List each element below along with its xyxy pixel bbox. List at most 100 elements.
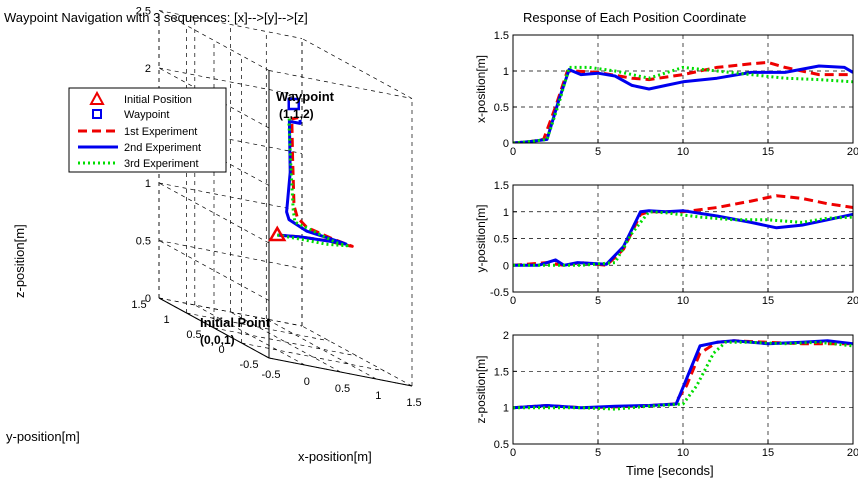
- y-tick-label: -0.5: [490, 287, 509, 299]
- series-line-2nd-experiment: [513, 64, 853, 143]
- x-position-plot: 0 5 10 15 20 0 0.5 1 1.5 x-position[m]: [474, 30, 858, 158]
- y-axis-line: [158, 297, 270, 359]
- x-tick-label: 0: [510, 146, 516, 158]
- series-line-3rd-experiment: [513, 340, 853, 411]
- square-marker-icon: [92, 109, 102, 119]
- grid-line: [301, 38, 413, 99]
- y-tick-label-3d: 1.5: [131, 299, 146, 311]
- x-axis-line: [268, 357, 413, 387]
- x-tick-label: 5: [595, 146, 601, 158]
- series-line-2nd-experiment: [513, 209, 853, 267]
- plot-frame: [512, 334, 854, 445]
- initial-annotation-title: Initial Point: [200, 315, 271, 330]
- z-position-plot: 0 5 10 15 20 0.5 1 1.5 2 z-position[m]: [474, 330, 858, 459]
- grid-line: [158, 10, 270, 71]
- trajectory-3rd-experiment: [277, 117, 349, 248]
- y-tick-label: 1: [503, 403, 509, 415]
- grid-line: [266, 318, 377, 380]
- y-axis-label-z: z-position[m]: [474, 355, 488, 423]
- x-tick-label: 15: [762, 146, 774, 158]
- series-line-1st-experiment: [513, 60, 853, 143]
- x-tick-label: 20: [847, 447, 858, 459]
- x-tick-label: 0: [510, 447, 516, 459]
- z-tick-label-3d: 2.5: [136, 6, 151, 18]
- grid-line: [158, 240, 270, 301]
- y-tick-label-3d: 1: [163, 314, 169, 326]
- y-tick-label: 0.5: [494, 234, 509, 246]
- y-tick-label: 1: [503, 66, 509, 78]
- y-tick-label: 0: [503, 260, 509, 272]
- x-tick-label: 5: [595, 295, 601, 307]
- trajectory-2nd-experiment: [277, 119, 348, 246]
- legend-label-waypoint: Waypoint: [124, 109, 169, 121]
- y-tick-label: 0.5: [494, 439, 509, 451]
- legend: Initial Position Waypoint 1st Experiment…: [68, 87, 227, 173]
- right-plot-title: Response of Each Position Coordinate: [523, 10, 746, 25]
- grid-line: [194, 304, 305, 366]
- y-tick-label-3d: -0.5: [240, 359, 259, 371]
- grid-line: [241, 342, 385, 372]
- x-tick-label-3d: 0.5: [335, 383, 350, 395]
- trajectories-3d: [268, 97, 354, 248]
- z-tick-label-3d: 0.5: [136, 236, 151, 248]
- y-axis-label-x: x-position[m]: [474, 55, 488, 123]
- grid-line: [230, 311, 341, 373]
- initial-annotation-coord: (0,0,1): [200, 333, 235, 347]
- left-plot-title: Waypoint Navigation with 3 sequences: [x…: [4, 10, 308, 25]
- plot-frame: [512, 34, 854, 144]
- x-tick-label-3d: 1.5: [406, 397, 421, 409]
- ticks-3d: -0.500.511.5-0.500.511.500.511.522.5: [131, 6, 421, 410]
- y-tick-label-3d: 0.5: [186, 329, 201, 341]
- y-tick-label: 2: [503, 330, 509, 342]
- grid-line: [158, 240, 303, 269]
- x-tick-label: 10: [677, 146, 689, 158]
- x-tick-label-3d: -0.5: [262, 369, 281, 381]
- grid-line: [158, 182, 303, 212]
- x-tick-label-3d: 0: [304, 376, 310, 388]
- x-tick-label: 20: [847, 146, 858, 158]
- legend-label-1st: 1st Experiment: [124, 126, 197, 138]
- series-line-1st-experiment: [513, 339, 853, 410]
- grid-line: [301, 325, 413, 387]
- x-tick-label: 10: [677, 447, 689, 459]
- y-tick-label: 1.5: [494, 366, 509, 378]
- y-axis-label-3d: y-position[m]: [6, 429, 80, 444]
- y-tick-label: 1.5: [494, 30, 509, 42]
- x-tick-label-3d: 1: [375, 390, 381, 402]
- waypoint-annotation-coord: (1,1,2): [279, 107, 314, 121]
- legend-label-2nd: 2nd Experiment: [124, 142, 201, 154]
- grid-line: [158, 10, 303, 39]
- z-tick-label-3d: 0: [145, 293, 151, 305]
- x-tick-label: 20: [847, 295, 858, 307]
- z-axis-label-3d: z-position[m]: [12, 224, 27, 298]
- y-tick-label-3d: 0: [218, 344, 224, 356]
- y-tick-label: 0.5: [494, 102, 509, 114]
- trajectory-3d-plot: Waypoint Navigation with 3 sequences: [x…: [4, 6, 422, 465]
- y-tick-label: 1: [503, 207, 509, 219]
- legend-label-3rd: 3rd Experiment: [124, 158, 199, 170]
- grid-line: [213, 327, 358, 357]
- y-axis-label-y: y-position[m]: [474, 204, 488, 272]
- plot-frame: [512, 184, 854, 293]
- z-tick-label-3d: 1: [145, 178, 151, 190]
- y-tick-label: 0: [503, 138, 509, 150]
- grid-line: [158, 67, 303, 97]
- triangle-marker-icon: [89, 90, 105, 105]
- z-tick-label-3d: 2: [145, 63, 151, 75]
- waypoint-annotation-title: Waypoint: [276, 89, 335, 104]
- x-tick-label: 10: [677, 295, 689, 307]
- x-tick-label: 15: [762, 295, 774, 307]
- grid-line: [268, 70, 413, 99]
- series-line-3rd-experiment: [513, 65, 853, 143]
- initial-point-marker-icon: [268, 225, 287, 242]
- y-tick-label: 1.5: [494, 180, 509, 192]
- x-tick-label: 15: [762, 447, 774, 459]
- grid-line: [186, 312, 330, 342]
- x-tick-label: 0: [510, 295, 516, 307]
- y-position-plot: 0 5 10 15 20-0.500.511.5y-position[m]: [474, 180, 858, 307]
- series-line-3rd-experiment: [513, 210, 853, 267]
- waypoint-marker-icon: [287, 97, 300, 111]
- x-tick-label: 5: [595, 447, 601, 459]
- legend-label-initial: Initial Position: [124, 94, 192, 106]
